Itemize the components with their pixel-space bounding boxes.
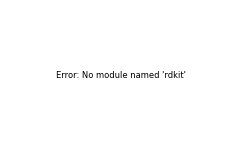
- Text: Error: No module named 'rdkit': Error: No module named 'rdkit': [56, 70, 186, 80]
